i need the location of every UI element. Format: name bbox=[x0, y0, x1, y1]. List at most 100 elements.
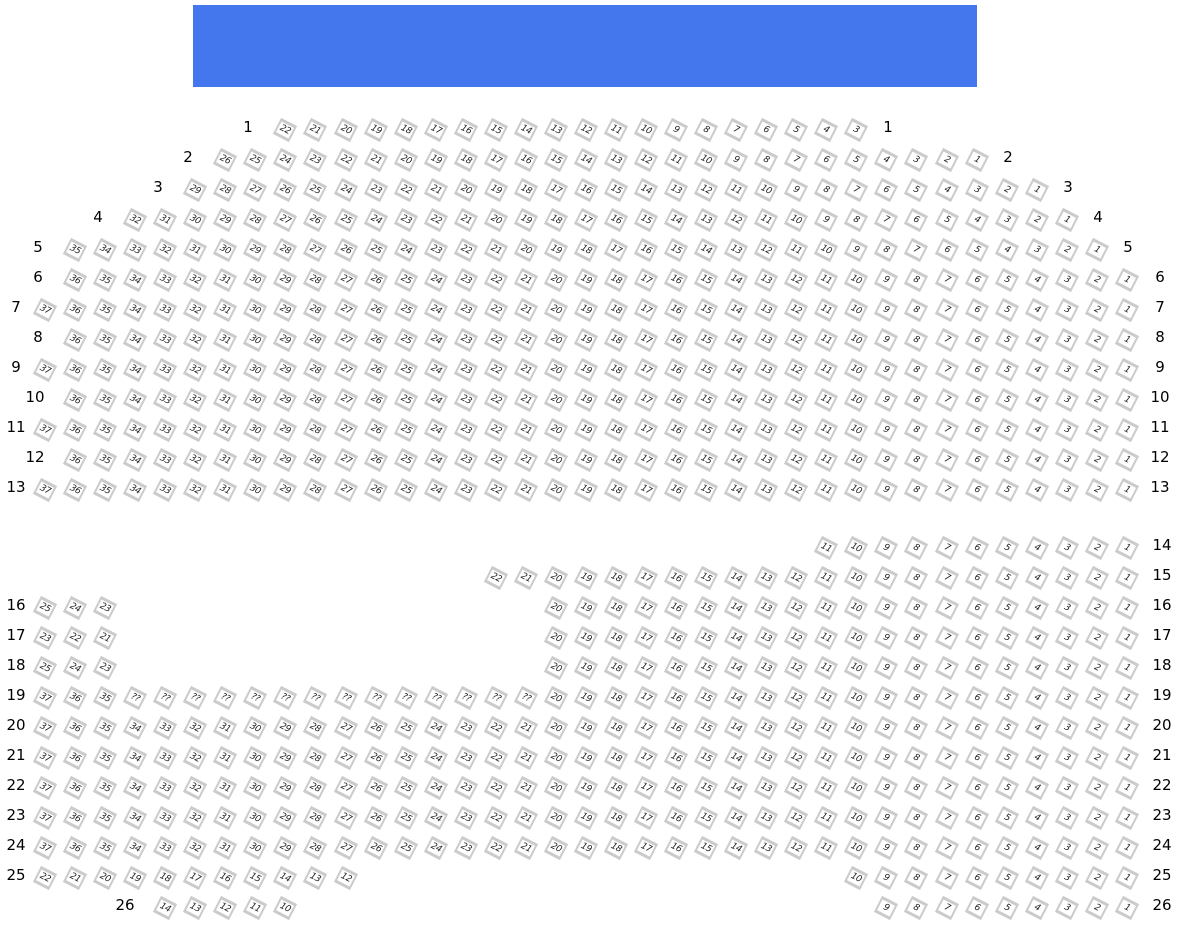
seat[interactable]: 28 bbox=[213, 177, 238, 203]
seat[interactable]: 21 bbox=[303, 117, 328, 143]
seat[interactable]: 15 bbox=[693, 745, 719, 771]
seat[interactable]: 31 bbox=[213, 835, 238, 861]
seat[interactable]: 26 bbox=[363, 775, 388, 801]
seat[interactable]: 32 bbox=[183, 775, 208, 801]
seat[interactable]: 32 bbox=[123, 207, 148, 233]
seat[interactable]: 17 bbox=[633, 387, 659, 413]
seat[interactable]: 24 bbox=[423, 327, 448, 353]
seat[interactable]: 13 bbox=[754, 595, 779, 621]
seat[interactable]: 25 bbox=[333, 207, 358, 233]
seat[interactable]: 36 bbox=[62, 447, 88, 473]
seat[interactable]: 15 bbox=[693, 595, 719, 621]
seat[interactable]: 9 bbox=[874, 775, 899, 801]
seat[interactable]: 7 bbox=[934, 655, 959, 681]
seat[interactable]: 30 bbox=[243, 835, 268, 861]
seat[interactable]: 31 bbox=[153, 207, 178, 233]
seat[interactable]: 8 bbox=[904, 535, 929, 561]
seat[interactable]: 9 bbox=[874, 297, 899, 323]
seat[interactable]: 29 bbox=[273, 715, 298, 741]
seat[interactable]: 7 bbox=[934, 477, 959, 503]
seat[interactable]: 21 bbox=[453, 207, 478, 233]
seat[interactable]: 6 bbox=[964, 447, 989, 473]
seat[interactable]: 28 bbox=[303, 715, 328, 741]
seat[interactable]: 29 bbox=[243, 237, 268, 263]
seat[interactable]: 11 bbox=[814, 655, 839, 681]
seat[interactable]: 14 bbox=[724, 477, 749, 503]
seat[interactable]: 13 bbox=[754, 805, 779, 831]
seat[interactable]: 3 bbox=[1054, 655, 1079, 681]
seat[interactable]: 32 bbox=[183, 745, 208, 771]
seat[interactable]: 9 bbox=[874, 565, 899, 591]
seat[interactable]: 8 bbox=[844, 207, 869, 233]
seat[interactable]: ?? bbox=[363, 685, 388, 711]
seat[interactable]: 5 bbox=[994, 895, 1019, 921]
seat[interactable]: 12 bbox=[784, 477, 809, 503]
seat[interactable]: 10 bbox=[844, 655, 869, 681]
seat[interactable]: 26 bbox=[363, 715, 388, 741]
seat[interactable]: 16 bbox=[633, 237, 659, 263]
seat[interactable]: 8 bbox=[904, 625, 929, 651]
seat[interactable]: 13 bbox=[663, 177, 689, 203]
seat[interactable]: 24 bbox=[333, 177, 358, 203]
seat[interactable]: 2 bbox=[1084, 417, 1109, 443]
seat[interactable]: 8 bbox=[904, 267, 929, 293]
seat[interactable]: 20 bbox=[543, 625, 568, 651]
seat[interactable]: 29 bbox=[273, 297, 298, 323]
seat[interactable]: 5 bbox=[994, 297, 1019, 323]
seat[interactable]: 5 bbox=[994, 805, 1019, 831]
seat[interactable]: 30 bbox=[243, 745, 268, 771]
seat[interactable]: 8 bbox=[904, 595, 929, 621]
seat[interactable]: 10 bbox=[844, 535, 869, 561]
seat[interactable]: 25 bbox=[393, 447, 418, 473]
seat[interactable]: 4 bbox=[1024, 417, 1049, 443]
seat[interactable]: 8 bbox=[904, 715, 929, 741]
seat[interactable]: 29 bbox=[273, 417, 298, 443]
seat[interactable]: 23 bbox=[453, 417, 478, 443]
seat[interactable]: 18 bbox=[603, 447, 629, 473]
seat[interactable]: 26 bbox=[363, 447, 388, 473]
seat[interactable]: 36 bbox=[62, 715, 88, 741]
seat[interactable]: 13 bbox=[724, 237, 749, 263]
seat[interactable]: 9 bbox=[874, 715, 899, 741]
seat[interactable]: 35 bbox=[92, 775, 118, 801]
seat[interactable]: 20 bbox=[543, 595, 568, 621]
seat[interactable]: 25 bbox=[393, 387, 418, 413]
seat[interactable]: 14 bbox=[663, 207, 689, 233]
seat[interactable]: 21 bbox=[513, 267, 538, 293]
seat[interactable]: 17 bbox=[543, 177, 568, 203]
seat[interactable]: 14 bbox=[153, 895, 178, 921]
seat[interactable]: 12 bbox=[784, 387, 809, 413]
seat[interactable]: 29 bbox=[183, 177, 208, 203]
seat[interactable]: 29 bbox=[273, 835, 298, 861]
seat[interactable]: 16 bbox=[663, 595, 689, 621]
seat[interactable]: 34 bbox=[123, 327, 148, 353]
seat[interactable]: 30 bbox=[243, 327, 268, 353]
seat[interactable]: 24 bbox=[393, 237, 418, 263]
seat[interactable]: 7 bbox=[934, 805, 959, 831]
seat[interactable]: 21 bbox=[513, 715, 538, 741]
seat[interactable]: 4 bbox=[1024, 745, 1049, 771]
seat[interactable]: 9 bbox=[874, 447, 899, 473]
seat[interactable]: 31 bbox=[213, 297, 238, 323]
seat[interactable]: 34 bbox=[123, 357, 148, 383]
seat[interactable]: 22 bbox=[483, 477, 508, 503]
seat[interactable]: 37 bbox=[32, 745, 58, 771]
seat[interactable]: 14 bbox=[724, 447, 749, 473]
seat[interactable]: 9 bbox=[874, 535, 899, 561]
seat[interactable]: 9 bbox=[724, 147, 749, 173]
seat[interactable]: 24 bbox=[423, 267, 448, 293]
seat[interactable]: 36 bbox=[62, 297, 88, 323]
seat[interactable]: 28 bbox=[303, 477, 328, 503]
seat[interactable]: 22 bbox=[483, 447, 508, 473]
seat[interactable]: 22 bbox=[32, 865, 58, 891]
seat[interactable]: 21 bbox=[513, 565, 538, 591]
seat[interactable]: 2 bbox=[1084, 865, 1109, 891]
seat[interactable]: 15 bbox=[693, 357, 719, 383]
seat[interactable]: 20 bbox=[543, 417, 568, 443]
seat[interactable]: 24 bbox=[423, 835, 448, 861]
seat[interactable]: 13 bbox=[754, 565, 779, 591]
seat[interactable]: 1 bbox=[1114, 357, 1139, 383]
seat[interactable]: 16 bbox=[603, 207, 629, 233]
seat[interactable]: 19 bbox=[573, 357, 598, 383]
seat[interactable]: 29 bbox=[273, 477, 298, 503]
